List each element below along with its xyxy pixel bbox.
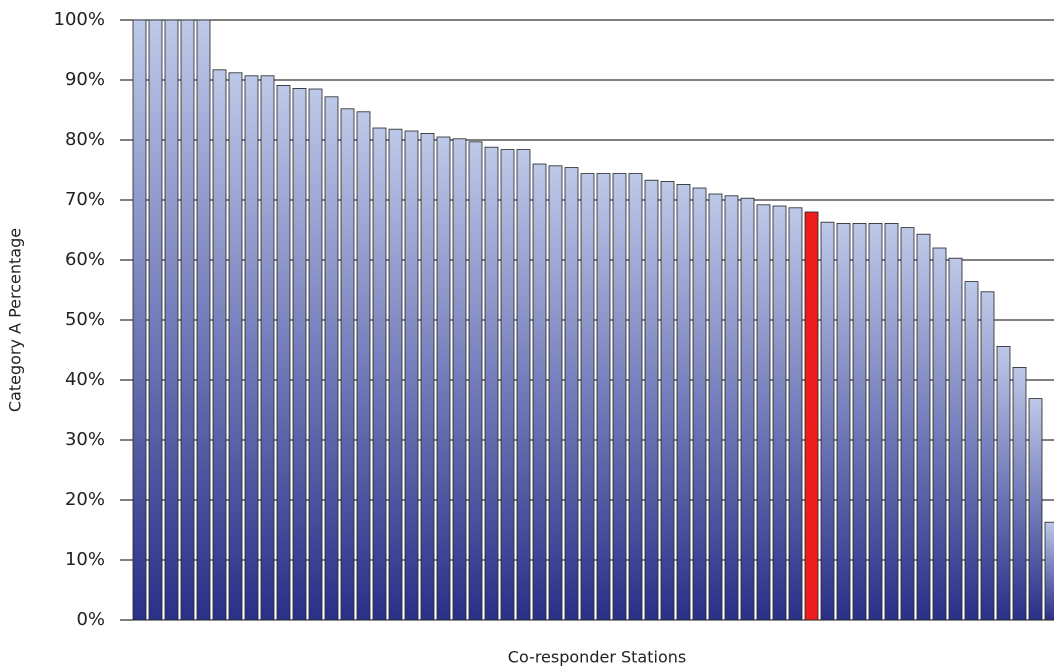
bar (356, 111, 371, 621)
bar (868, 222, 883, 621)
bar (148, 19, 163, 621)
y-tick-label: 100% (54, 9, 105, 30)
y-tick-label: 30% (65, 429, 105, 450)
bar (676, 183, 691, 621)
bar (452, 138, 467, 621)
bar (836, 222, 851, 621)
bar (884, 222, 899, 621)
bar (724, 195, 739, 621)
bar (260, 75, 275, 621)
bar (564, 167, 579, 621)
bar (996, 345, 1011, 621)
bar (436, 136, 451, 621)
bar (324, 96, 339, 621)
y-tick-label: 70% (65, 189, 105, 210)
bar (596, 173, 611, 621)
bar (276, 85, 291, 621)
bar (740, 197, 755, 621)
bar (532, 163, 547, 621)
bar (244, 75, 259, 621)
y-axis-title: Category A Percentage (6, 228, 25, 412)
bar (164, 19, 179, 621)
y-tick-label: 80% (65, 129, 105, 150)
bar (772, 205, 787, 621)
bar (180, 19, 195, 621)
y-tick-label: 50% (65, 309, 105, 330)
bar (644, 179, 659, 621)
bar (372, 127, 387, 621)
bar (804, 211, 819, 621)
bar (964, 281, 979, 621)
bar (212, 69, 227, 621)
bar (228, 72, 243, 621)
bar (852, 222, 867, 621)
bar (756, 204, 771, 621)
bar (308, 88, 323, 621)
bar (820, 221, 835, 621)
bar (1044, 521, 1054, 621)
bar (388, 128, 403, 621)
y-tick-label: 10% (65, 549, 105, 570)
bar (788, 207, 803, 621)
bar (292, 88, 307, 621)
bar (420, 132, 435, 621)
bar (548, 165, 563, 621)
y-tick-label: 40% (65, 369, 105, 390)
bar (708, 193, 723, 621)
bar (340, 108, 355, 621)
bar (132, 19, 147, 621)
y-tick-label: 60% (65, 249, 105, 270)
bar (1012, 366, 1027, 621)
bar (980, 291, 995, 621)
bar (516, 149, 531, 621)
bar (484, 146, 499, 621)
y-tick-label: 20% (65, 489, 105, 510)
bar (500, 149, 515, 621)
bar (932, 247, 947, 621)
bar (660, 180, 675, 621)
bar (404, 130, 419, 621)
y-tick-label: 90% (65, 69, 105, 90)
bar (916, 233, 931, 621)
bar (948, 257, 963, 621)
bar (628, 173, 643, 621)
bar (900, 227, 915, 621)
bar (612, 173, 627, 621)
bar (1028, 398, 1043, 621)
y-tick-label: 0% (76, 609, 105, 630)
bar (692, 187, 707, 621)
bar (580, 173, 595, 621)
bar (196, 19, 211, 621)
x-axis-title: Co-responder Stations (508, 648, 686, 667)
bar (468, 141, 483, 621)
